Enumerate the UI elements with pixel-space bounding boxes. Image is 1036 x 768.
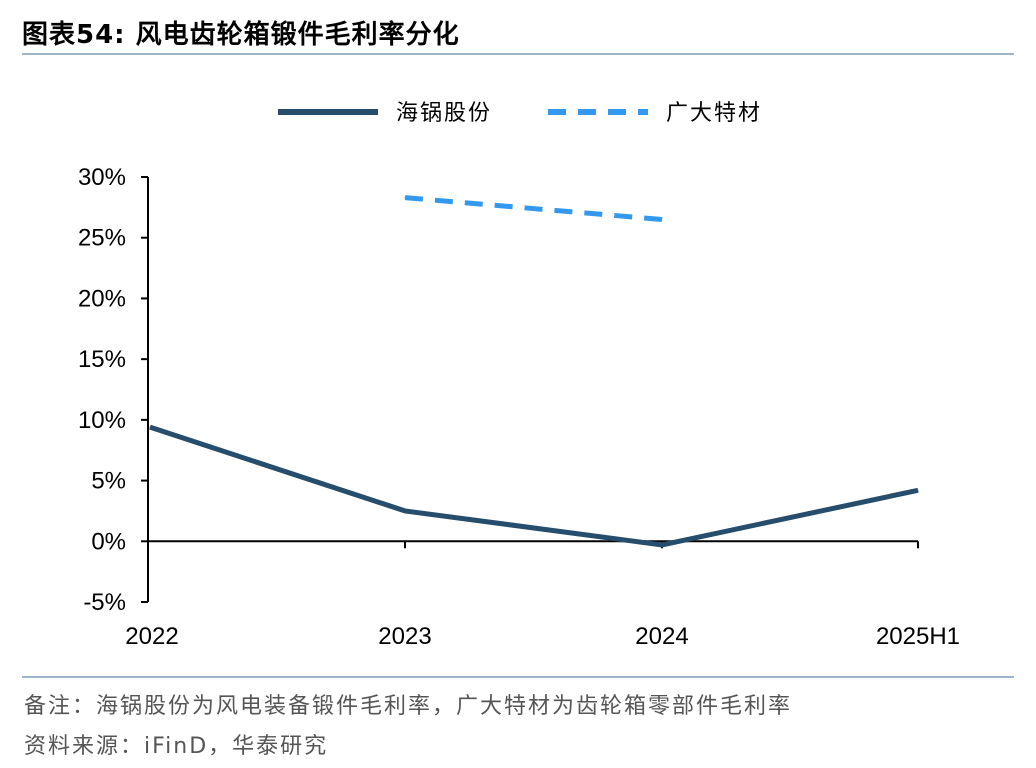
data-point: [404, 510, 406, 512]
y-tick-label: 10%: [78, 407, 126, 434]
data-point: [149, 426, 151, 428]
legend-label-2: 广大特材: [666, 101, 762, 126]
y-tick-label: 25%: [78, 225, 126, 252]
y-tick-label: 20%: [78, 285, 126, 312]
footer-divider: [22, 676, 1014, 678]
y-tick-label: -5%: [83, 589, 126, 616]
footer-note: 备注：海锅股份为风电装备锻件毛利率，广大特材为齿轮箱零部件毛利率: [24, 694, 793, 719]
legend-label-1: 海锅股份: [396, 101, 492, 126]
x-tick-label: 2022: [125, 623, 178, 650]
chart-series: [149, 195, 919, 548]
y-tick-label: 30%: [78, 164, 126, 191]
series-line-2: [404, 195, 663, 222]
chart-legend: 海锅股份 广大特材: [278, 101, 762, 126]
data-point: [917, 489, 919, 491]
title-divider: [22, 53, 1014, 55]
chart-axes: 30% 25% 20% 15% 10% 5% 0% -5% 2022 2023 2024 2025H1: [78, 164, 960, 650]
y-tick-label: 5%: [91, 468, 126, 495]
x-tick-label: 2024: [635, 623, 688, 650]
series-line-1: [149, 424, 919, 548]
data-point: [661, 219, 663, 220]
data-point: [661, 544, 663, 546]
footer-source: 资料来源：iFinD，华泰研究: [24, 734, 329, 759]
y-tick-label: 15%: [78, 346, 126, 373]
data-point: [404, 197, 406, 199]
x-tick-label: 2025H1: [876, 623, 960, 650]
figure-title: 图表54: 风电齿轮箱锻件毛利率分化: [22, 20, 460, 50]
x-tick-label: 2023: [378, 623, 431, 650]
y-tick-label: 0%: [91, 528, 126, 555]
